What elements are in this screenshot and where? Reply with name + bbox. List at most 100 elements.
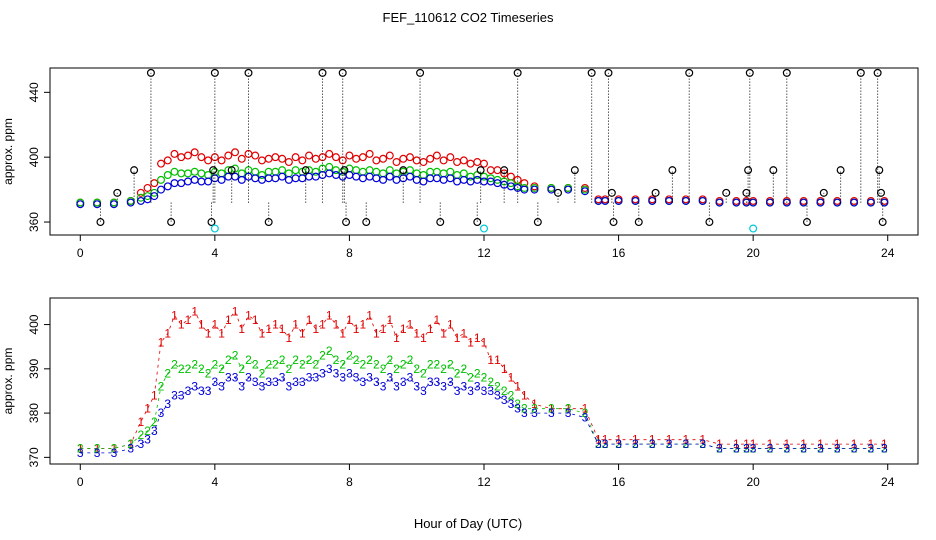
series-1-mark: 1 bbox=[137, 415, 144, 429]
series-3-mark: 3 bbox=[750, 442, 757, 456]
outlier-point bbox=[338, 68, 347, 77]
series-2-mark: 2 bbox=[151, 415, 158, 429]
x-tick-label: 24 bbox=[881, 475, 895, 489]
y-tick-label: 440 bbox=[27, 82, 41, 102]
series-1-point bbox=[493, 166, 502, 175]
series-1-point bbox=[278, 154, 287, 163]
series-3-mark: 3 bbox=[454, 384, 461, 398]
series-3-point bbox=[392, 175, 401, 184]
series-1-mark: 1 bbox=[373, 326, 380, 340]
series-3-mark: 3 bbox=[881, 442, 888, 456]
series-2-mark: 2 bbox=[212, 357, 219, 371]
x-tick-label: 4 bbox=[212, 246, 219, 260]
series-1-mark: 1 bbox=[595, 433, 602, 447]
series-3-mark: 3 bbox=[205, 384, 212, 398]
plot-frame bbox=[49, 67, 919, 236]
series-3-point bbox=[432, 174, 441, 183]
outlier-point bbox=[878, 218, 887, 227]
series-1-mark: 1 bbox=[272, 318, 279, 332]
series-1-point bbox=[231, 148, 240, 157]
series-2-mark: 2 bbox=[393, 362, 400, 376]
outlier-point bbox=[634, 218, 643, 227]
series-2-mark: 2 bbox=[373, 357, 380, 371]
series-2-mark: 2 bbox=[467, 371, 474, 385]
outlier-point bbox=[399, 166, 408, 175]
outlier-point bbox=[227, 166, 236, 175]
outlier-point bbox=[587, 68, 596, 77]
series-2-point bbox=[426, 167, 435, 176]
series-3-mark: 3 bbox=[767, 442, 774, 456]
series-2-mark: 2 bbox=[386, 353, 393, 367]
series-3-mark: 3 bbox=[531, 406, 538, 420]
outlier-point bbox=[301, 166, 310, 175]
series-1-mark: 1 bbox=[440, 326, 447, 340]
series-1-mark: 1 bbox=[312, 322, 319, 336]
series-3-point bbox=[732, 198, 741, 207]
series-1-mark: 1 bbox=[508, 371, 515, 385]
series-3-mark: 3 bbox=[191, 380, 198, 394]
series-2-point bbox=[358, 167, 367, 176]
series-3-mark: 3 bbox=[292, 375, 299, 389]
outlier-point bbox=[416, 68, 425, 77]
y-tick-label: 380 bbox=[27, 403, 41, 423]
series-2-mark: 2 bbox=[632, 437, 639, 451]
series-2-point bbox=[372, 167, 381, 176]
series-2-point bbox=[412, 169, 421, 178]
y-tick-label: 360 bbox=[27, 212, 41, 232]
series-2-mark: 2 bbox=[407, 353, 414, 367]
series-1-point bbox=[331, 153, 340, 162]
series-2-point bbox=[419, 171, 428, 180]
flagged-point bbox=[210, 224, 219, 233]
series-2-point bbox=[257, 171, 266, 180]
outlier-point bbox=[513, 68, 522, 77]
series-3-mark: 3 bbox=[218, 380, 225, 394]
outlier-point bbox=[875, 166, 884, 175]
series-2-mark: 2 bbox=[800, 442, 807, 456]
x-tick-label: 24 bbox=[881, 246, 895, 260]
series-3-point bbox=[459, 175, 468, 184]
series-3-point bbox=[480, 177, 489, 186]
series-2-mark: 2 bbox=[360, 357, 367, 371]
series-2-point bbox=[190, 167, 199, 176]
series-3-point bbox=[631, 196, 640, 205]
series-3-point bbox=[453, 177, 462, 186]
series-3-point bbox=[298, 174, 307, 183]
series-2-point bbox=[325, 162, 334, 171]
series-2-mark: 2 bbox=[185, 362, 192, 376]
series-1-mark: 1 bbox=[185, 313, 192, 327]
y-axis-label: approx. ppm bbox=[1, 348, 15, 415]
outlier-point bbox=[802, 218, 811, 227]
series-3-mark: 3 bbox=[111, 446, 118, 460]
series-3-point bbox=[284, 175, 293, 184]
series-3-mark: 3 bbox=[565, 406, 572, 420]
series-3-mark: 3 bbox=[440, 380, 447, 394]
series-3-mark: 3 bbox=[225, 371, 232, 385]
x-tick-label: 4 bbox=[212, 475, 219, 489]
outlier-point bbox=[570, 166, 579, 175]
series-3-mark: 3 bbox=[743, 442, 750, 456]
series-3-mark: 3 bbox=[733, 442, 740, 456]
series-2-mark: 2 bbox=[94, 442, 101, 456]
series-1-mark: 1 bbox=[339, 326, 346, 340]
x-tick-label: 12 bbox=[477, 246, 491, 260]
series-3-point bbox=[866, 198, 875, 207]
series-3-point bbox=[190, 175, 199, 184]
series-1-mark: 1 bbox=[413, 326, 420, 340]
series-2-mark: 2 bbox=[232, 349, 239, 363]
series-1-point bbox=[432, 151, 441, 160]
x-tick-label: 12 bbox=[477, 475, 491, 489]
series-3-mark: 3 bbox=[299, 375, 306, 389]
series-2-point bbox=[278, 166, 287, 175]
series-1-mark: 1 bbox=[487, 353, 494, 367]
series-3-mark: 3 bbox=[339, 371, 346, 385]
series-2-mark: 2 bbox=[427, 357, 434, 371]
series-1-mark: 1 bbox=[265, 322, 272, 336]
series-3-mark: 3 bbox=[319, 366, 326, 380]
series-1-point bbox=[352, 154, 361, 163]
series-1-point bbox=[453, 158, 462, 167]
outlier-point bbox=[819, 188, 828, 197]
outlier-point bbox=[873, 68, 882, 77]
series-3-point bbox=[237, 175, 246, 184]
series-2-point bbox=[217, 169, 226, 178]
series-3-mark: 3 bbox=[400, 375, 407, 389]
